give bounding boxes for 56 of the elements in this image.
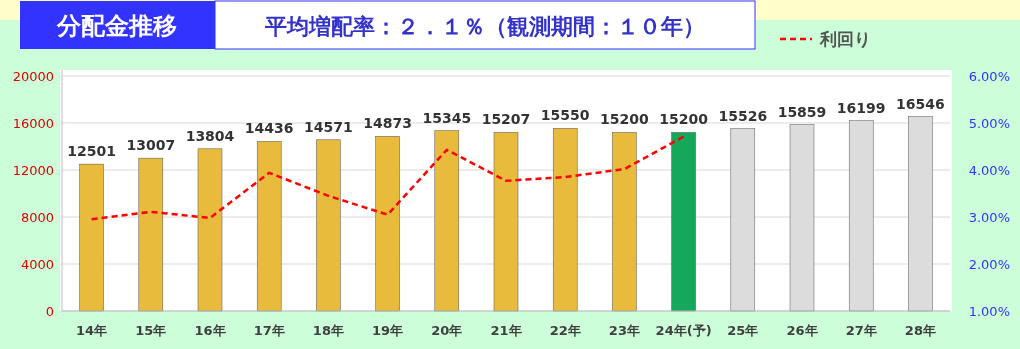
chart-title: 分配金推移: [56, 12, 177, 40]
bar: [375, 135, 400, 312]
x-tick-label: 21年: [490, 323, 522, 338]
y2-tick-label: 2.00%: [968, 257, 1010, 272]
x-tick-label: 14年: [76, 323, 108, 338]
chart-subtitle: 平均増配率：２．１％（観測期間：１０年）: [264, 14, 705, 39]
x-tick-label: 17年: [253, 323, 285, 338]
data-label: 13007: [126, 137, 176, 154]
y2-tick-label: 3.00%: [968, 210, 1010, 225]
y-tick-label: 0: [45, 304, 54, 319]
y2-tick-label: 4.00%: [968, 163, 1010, 178]
x-tick-label: 18年: [312, 323, 344, 338]
x-tick-label: 25年: [727, 323, 759, 338]
data-label: 15207: [481, 111, 531, 128]
data-label: 14571: [304, 118, 353, 135]
bar: [197, 148, 223, 312]
y-tick-label: 12000: [12, 163, 54, 178]
data-label: 14436: [244, 120, 294, 137]
bar: [552, 128, 578, 312]
bar: [138, 157, 164, 312]
data-label: 15200: [600, 111, 650, 128]
x-tick-label: 16年: [194, 323, 226, 338]
x-tick-label: 20年: [431, 323, 463, 338]
data-label: 16199: [836, 99, 886, 116]
x-tick-label: 23年: [608, 323, 640, 338]
bar: [493, 132, 519, 312]
data-label: 15550: [540, 107, 590, 124]
data-label: 15345: [422, 109, 472, 126]
x-tick-label: 28年: [904, 323, 936, 338]
data-label: 14873: [363, 115, 412, 132]
x-tick-label: 15年: [135, 323, 167, 338]
bar: [434, 130, 460, 312]
y2-tick-label: 5.00%: [968, 116, 1010, 131]
data-label: 13804: [185, 127, 235, 144]
data-label: 15200: [659, 111, 709, 128]
data-label: 15526: [718, 107, 768, 124]
y2-tick-label: 6.00%: [968, 69, 1010, 84]
bar: [671, 132, 696, 312]
data-label: 15859: [777, 103, 827, 120]
x-tick-label: 22年: [549, 323, 581, 338]
x-tick-label: 24年(予): [655, 323, 712, 338]
bar: [612, 132, 637, 312]
data-label: 16546: [896, 95, 945, 112]
y-tick-label: 16000: [12, 116, 54, 131]
data-label: 12501: [67, 143, 116, 160]
bar: [316, 139, 341, 312]
x-tick-label: 19年: [372, 323, 404, 338]
bar: [256, 141, 282, 312]
legend-label: 利回り: [819, 29, 871, 49]
y2-tick-label: 1.00%: [968, 304, 1010, 319]
x-tick-label: 27年: [845, 323, 877, 338]
y-tick-label: 8000: [20, 210, 54, 225]
y-tick-label: 20000: [12, 69, 54, 84]
y-tick-label: 4000: [20, 257, 54, 272]
x-tick-label: 26年: [786, 323, 818, 338]
bar: [79, 163, 104, 312]
